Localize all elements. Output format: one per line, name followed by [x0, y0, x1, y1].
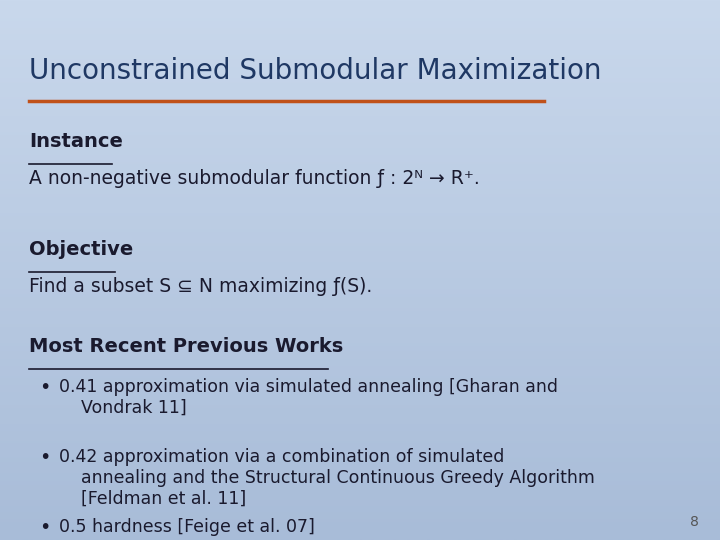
Text: •: • — [40, 518, 51, 537]
Text: 0.41 approximation via simulated annealing [Gharan and
    Vondrak 11]: 0.41 approximation via simulated anneali… — [59, 378, 558, 417]
Text: Instance: Instance — [29, 132, 122, 151]
Text: 0.42 approximation via a combination of simulated
    annealing and the Structur: 0.42 approximation via a combination of … — [59, 448, 595, 508]
Text: •: • — [40, 378, 51, 397]
Text: Objective: Objective — [29, 240, 133, 259]
Text: Find a subset S ⊆ N maximizing ƒ(S).: Find a subset S ⊆ N maximizing ƒ(S). — [29, 277, 372, 296]
Text: A non-negative submodular function ƒ : 2ᴺ → R⁺.: A non-negative submodular function ƒ : 2… — [29, 169, 480, 188]
Text: 0.5 hardness [Feige et al. 07]: 0.5 hardness [Feige et al. 07] — [59, 518, 315, 536]
Text: Most Recent Previous Works: Most Recent Previous Works — [29, 338, 343, 356]
Text: •: • — [40, 448, 51, 467]
Text: 8: 8 — [690, 515, 698, 529]
Text: Unconstrained Submodular Maximization: Unconstrained Submodular Maximization — [29, 57, 601, 85]
